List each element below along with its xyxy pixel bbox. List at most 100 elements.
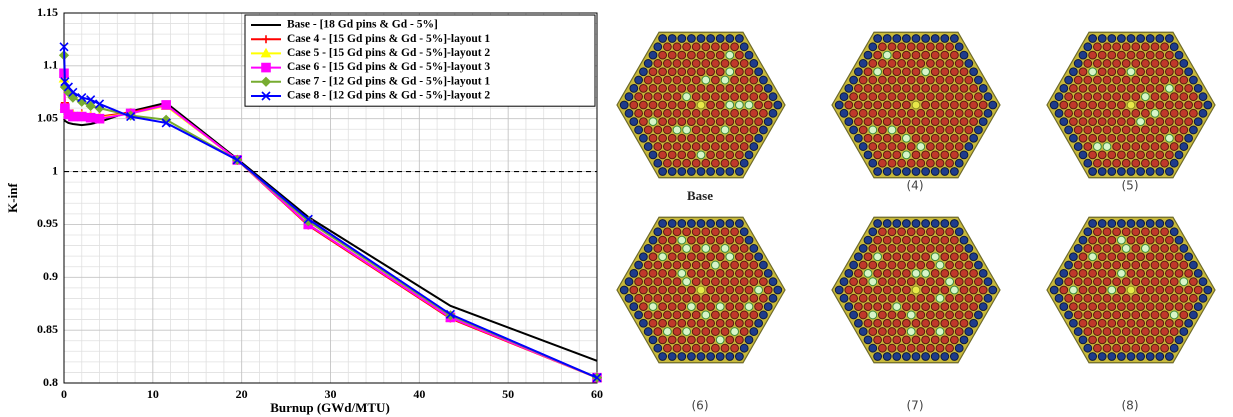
- fuel-pin: [955, 245, 963, 253]
- fuel-pin: [683, 93, 691, 101]
- fuel-pin: [888, 60, 896, 68]
- fuel-pin: [1098, 269, 1106, 277]
- fuel-pin: [1156, 84, 1164, 92]
- fuel-pin: [649, 84, 657, 92]
- fuel-pin: [1089, 134, 1097, 142]
- fuel-pin: [673, 60, 681, 68]
- fuel-pin: [1118, 118, 1126, 126]
- fuel-pin: [1132, 328, 1140, 336]
- fuel-pin: [721, 294, 729, 302]
- fuel-pin: [864, 118, 872, 126]
- fuel-pin: [927, 328, 935, 336]
- fuel-pin: [1098, 168, 1106, 176]
- fuel-pin: [1194, 84, 1202, 92]
- fuel-pin: [927, 109, 935, 117]
- fuel-pin: [664, 159, 672, 167]
- fuel-pin: [927, 245, 935, 253]
- fuel-pin: [879, 43, 887, 51]
- fuel-pin: [683, 159, 691, 167]
- fuel-pin: [898, 76, 906, 84]
- fuel-pin: [702, 93, 710, 101]
- fuel-pin: [965, 261, 973, 269]
- fuel-pin: [1122, 126, 1130, 134]
- fuel-pin: [883, 336, 891, 344]
- fuel-pin: [1151, 294, 1159, 302]
- fuel-pin: [984, 109, 992, 117]
- fuel-pin: [1122, 76, 1130, 84]
- fuel-pin: [1074, 126, 1082, 134]
- fuel-pin: [1185, 101, 1193, 109]
- fuel-pin: [883, 286, 891, 294]
- fuel-pin: [1127, 101, 1135, 109]
- fuel-pin: [903, 319, 911, 327]
- fuel-pin: [644, 311, 652, 319]
- fuel-pin: [874, 51, 882, 59]
- fuel-pin: [1190, 109, 1198, 117]
- fuel-pin: [731, 228, 739, 236]
- fuel-pin: [664, 43, 672, 51]
- fuel-pin: [1070, 68, 1078, 76]
- fuel-pin: [731, 159, 739, 167]
- fuel-assembly: [1047, 217, 1215, 362]
- fuel-pin: [936, 328, 944, 336]
- fuel-pin: [1127, 336, 1135, 344]
- fuel-pin: [864, 68, 872, 76]
- fuel-pin: [874, 253, 882, 261]
- fuel-pin: [927, 126, 935, 134]
- fuel-pin: [644, 126, 652, 134]
- fuel-pin: [955, 143, 963, 151]
- fuel-pin: [764, 101, 772, 109]
- fuel-pin: [1170, 261, 1178, 269]
- fuel-pin: [1170, 344, 1178, 352]
- fuel-pin: [1190, 278, 1198, 286]
- fuel-pin: [640, 303, 648, 311]
- fuel-pin: [1074, 76, 1082, 84]
- fuel-pin: [736, 168, 744, 176]
- fuel-pin: [1132, 109, 1140, 117]
- fuel-pin: [1094, 328, 1102, 336]
- fuel-pin: [960, 84, 968, 92]
- fuel-pin: [883, 236, 891, 244]
- fuel-pin: [1118, 253, 1126, 261]
- fuel-pin: [1079, 286, 1087, 294]
- fuel-pin: [721, 76, 729, 84]
- fuel-pin: [726, 35, 734, 43]
- legend-label: Case 7 - [12 Gd pins & Gd - 5%]-layout 1: [287, 75, 490, 87]
- fuel-pin: [965, 294, 973, 302]
- fuel-pin: [673, 311, 681, 319]
- fuel-pin: [1156, 51, 1164, 59]
- fuel-pin: [869, 311, 877, 319]
- fuel-pin: [922, 220, 930, 228]
- fuel-pin: [1103, 228, 1111, 236]
- fuel-pin: [922, 303, 930, 311]
- fuel-pin: [1094, 43, 1102, 51]
- fuel-pin: [845, 269, 853, 277]
- fuel-pin: [740, 126, 748, 134]
- fuel-pin: [1194, 101, 1202, 109]
- fuel-pin: [688, 134, 696, 142]
- fuel-pin: [712, 311, 720, 319]
- fuel-pin: [907, 43, 915, 51]
- fuel-pin: [893, 303, 901, 311]
- figure: Burnup (GWd/MTU) K-inf 01020304050600.80…: [0, 0, 1233, 417]
- fuel-pin: [721, 109, 729, 117]
- fuel-pin: [1122, 278, 1130, 286]
- fuel-pin: [960, 51, 968, 59]
- fuel-pin: [874, 336, 882, 344]
- fuel-pin: [1103, 126, 1111, 134]
- fuel-pin: [907, 109, 915, 117]
- fuel-pin: [635, 93, 643, 101]
- fuel-pin: [965, 143, 973, 151]
- fuel-pin: [635, 126, 643, 134]
- fuel-pin: [721, 159, 729, 167]
- fuel-pin: [707, 151, 715, 159]
- fuel-pin: [630, 84, 638, 92]
- fuel-pin: [712, 159, 720, 167]
- fuel-pin: [1070, 269, 1078, 277]
- y-tick-label: 0.9: [43, 269, 58, 283]
- fuel-pin: [970, 134, 978, 142]
- fuel-pin: [874, 101, 882, 109]
- fuel-pin: [1142, 60, 1150, 68]
- fuel-pin: [707, 353, 715, 361]
- fuel-pin: [1113, 76, 1121, 84]
